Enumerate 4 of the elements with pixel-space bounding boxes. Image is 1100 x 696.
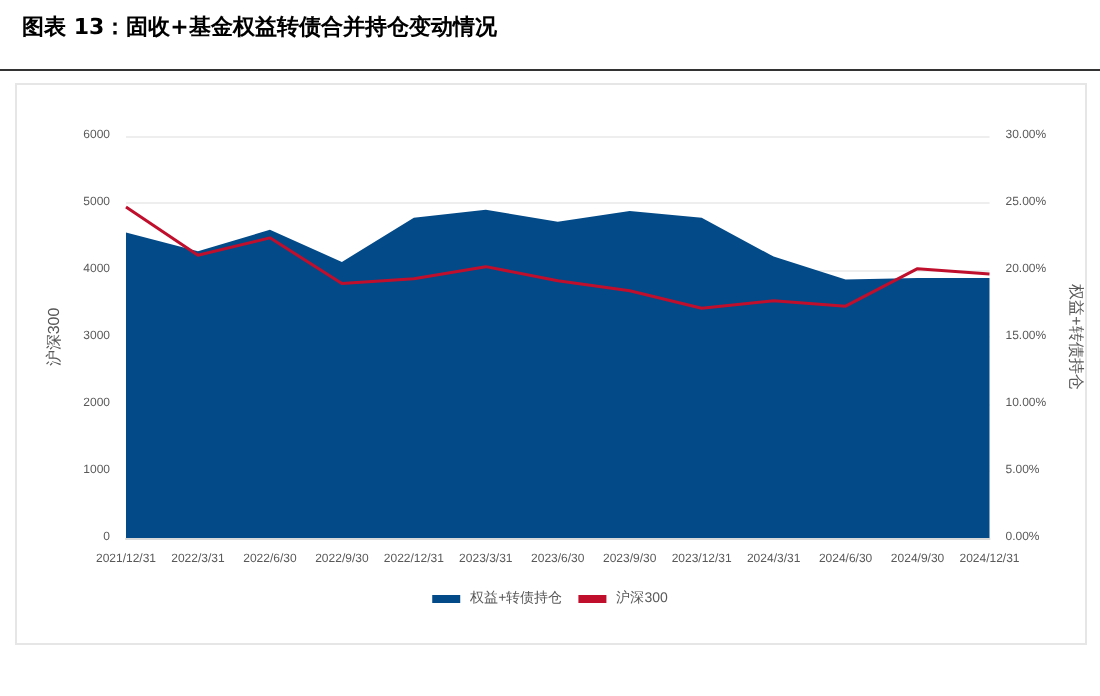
y2-axis-title: 权益+转债持仓 [1067, 282, 1085, 390]
line-series [124, 205, 991, 310]
y-axis-title: 沪深300 [44, 306, 63, 367]
chart-title: 图表 13：固收+基金权益转债合并持仓变动情况 [22, 14, 499, 40]
